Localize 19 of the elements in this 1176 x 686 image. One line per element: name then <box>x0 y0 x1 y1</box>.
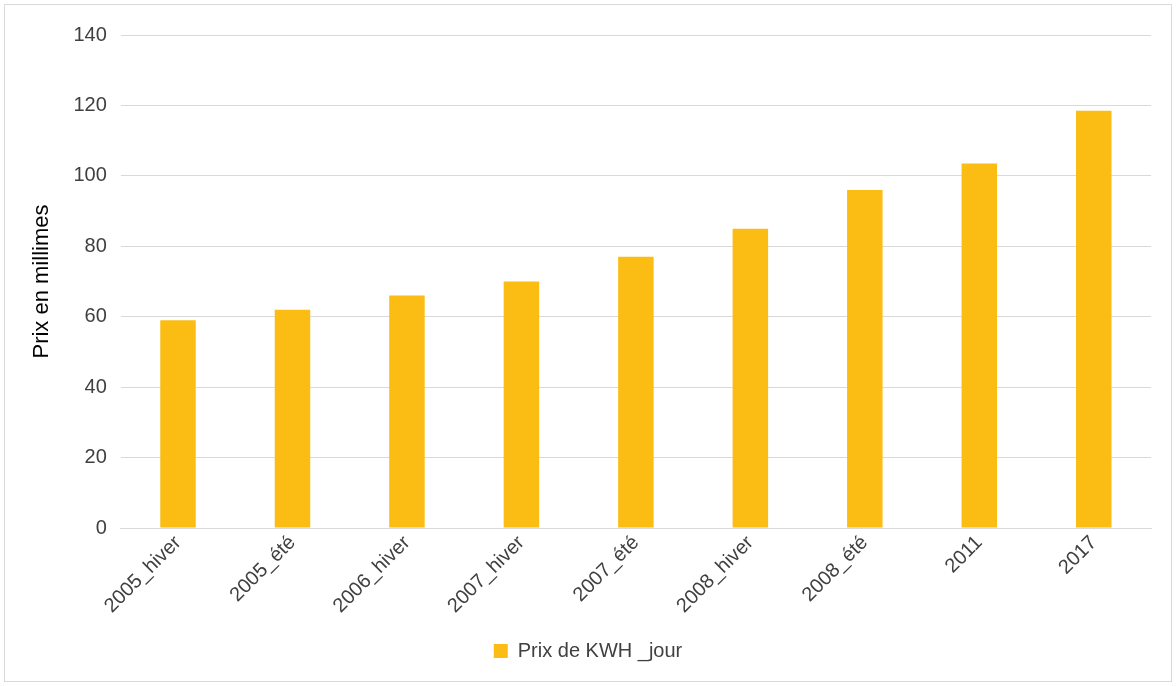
y-tick-label: 40 <box>84 374 107 397</box>
bar <box>274 309 311 528</box>
bar <box>847 189 883 528</box>
bar <box>503 281 540 528</box>
y-tick-label: 100 <box>73 163 107 186</box>
y-tick-label: 20 <box>84 445 107 468</box>
y-tick-label: 80 <box>84 233 107 256</box>
y-axis-title: Prix en millimes <box>28 204 54 359</box>
legend-label: Prix de KWH _jour <box>517 638 683 662</box>
y-tick-label: 60 <box>84 304 107 327</box>
bar <box>732 228 769 528</box>
bar <box>618 256 654 528</box>
y-tick-label: 0 <box>95 515 107 538</box>
y-tick-label: 120 <box>73 92 107 115</box>
bar <box>160 320 196 528</box>
bar <box>389 295 425 528</box>
bar <box>1076 110 1112 528</box>
y-tick-label: 140 <box>73 22 107 45</box>
bar <box>961 163 998 528</box>
